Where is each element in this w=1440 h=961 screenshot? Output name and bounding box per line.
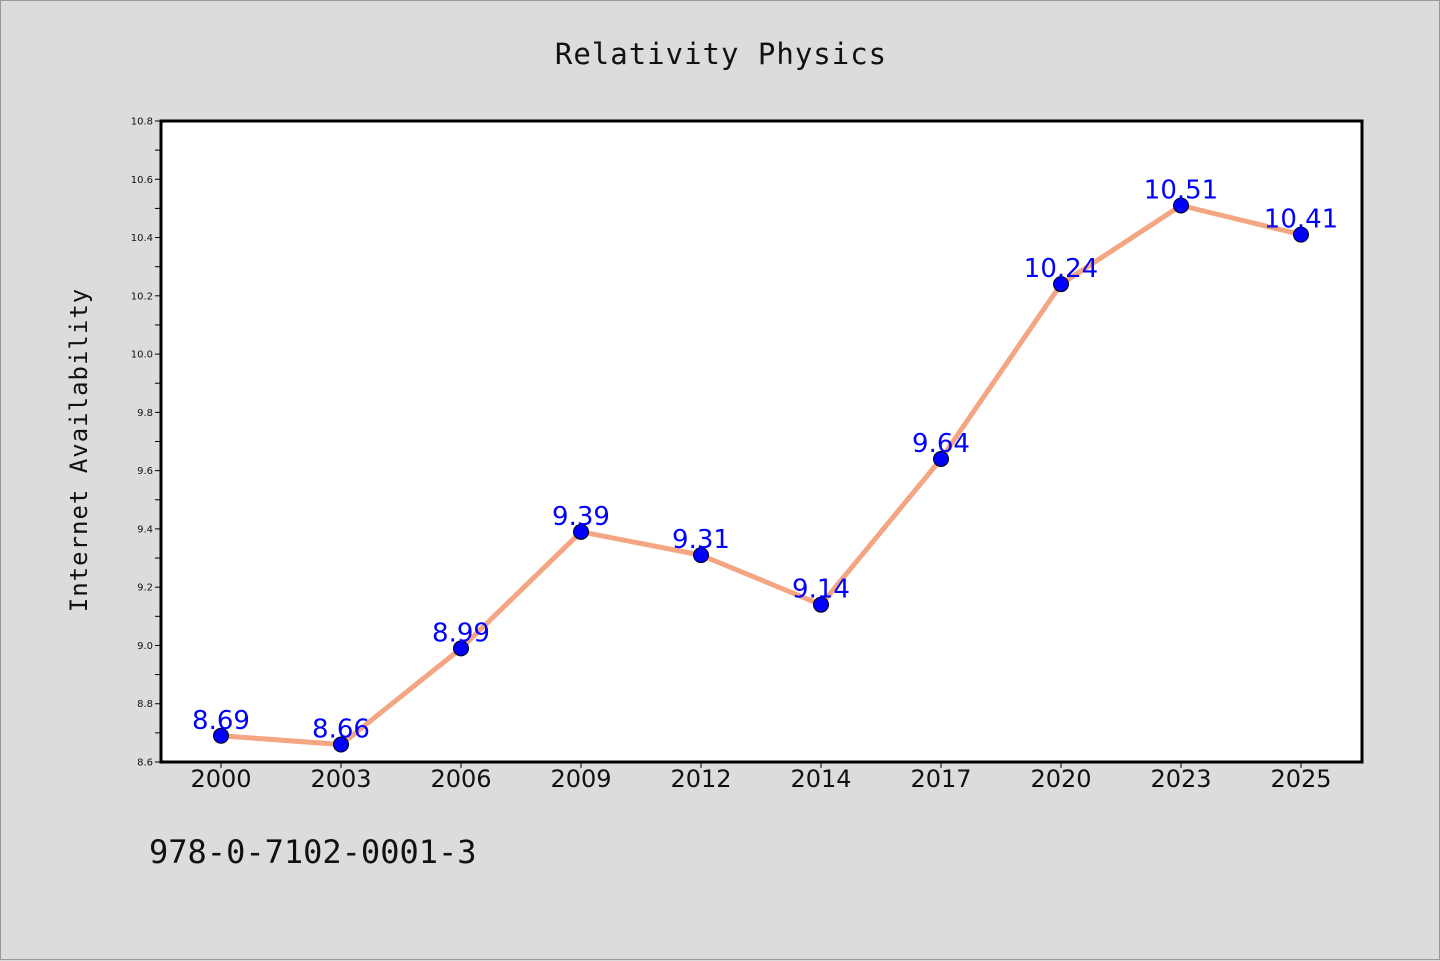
x-tick-label: 2017	[910, 765, 971, 793]
x-tick-label: 2012	[670, 765, 731, 793]
x-tick-label: 2025	[1270, 765, 1331, 793]
data-label: 8.69	[192, 706, 250, 736]
x-tick-label: 2000	[190, 765, 251, 793]
x-tick-label: 2020	[1030, 765, 1091, 793]
data-point	[1173, 197, 1189, 214]
footer-identifier: 978-0-7102-0001-3	[149, 833, 477, 871]
series-layer: 8.69 8.66 8.99 9.39 9.31 9.14 9.64 10.24 10.51 10…	[192, 175, 1338, 753]
y-tick-label: 9.2	[137, 583, 153, 594]
data-point	[693, 547, 709, 564]
y-tick-label: 8.6	[137, 758, 153, 769]
data-label: 9.64	[912, 429, 970, 459]
data-label: 8.99	[432, 618, 490, 648]
x-axis: 2000 2003 2006 2009 2012 2014 2017 2020 2023 2025	[190, 762, 1332, 793]
x-tick-label: 2023	[1150, 765, 1211, 793]
data-label: 9.39	[552, 502, 610, 532]
chart-title: Relativity Physics	[555, 37, 887, 71]
y-tick-label: 9.6	[137, 466, 153, 477]
y-tick-label: 9.4	[137, 524, 153, 535]
data-point	[573, 523, 589, 540]
y-tick-label: 10.8	[131, 117, 153, 128]
data-point	[813, 596, 829, 613]
data-label: 9.14	[792, 575, 850, 605]
data-point	[453, 640, 469, 657]
x-tick-label: 2014	[790, 765, 851, 793]
data-label: 10.51	[1144, 175, 1218, 205]
data-label: 9.31	[672, 525, 730, 555]
y-tick-label: 9.8	[137, 408, 153, 419]
data-point	[933, 450, 949, 467]
y-axis: 8.6 8.8 9.0 9.2 9.4 9.6 9.8 10.0 10.2 10.4 10.6 10.…	[131, 117, 161, 769]
y-axis-label: Internet Availability	[65, 288, 93, 612]
data-label: 10.24	[1024, 254, 1098, 284]
data-label: 10.41	[1264, 205, 1338, 235]
data-point	[1293, 226, 1309, 243]
y-tick-label: 10.4	[131, 233, 153, 244]
plot-area	[159, 119, 1364, 764]
series-line	[218, 202, 1304, 748]
y-tick-label: 10.0	[131, 350, 153, 361]
data-point	[1053, 276, 1069, 293]
data-point	[213, 727, 229, 744]
x-tick-label: 2009	[550, 765, 611, 793]
data-point	[333, 736, 349, 753]
y-tick-label: 10.2	[131, 291, 153, 302]
x-tick-label: 2006	[430, 765, 491, 793]
y-tick-label: 8.8	[137, 699, 153, 710]
y-tick-label: 10.6	[131, 175, 153, 186]
x-tick-label: 2003	[310, 765, 371, 793]
y-tick-label: 9.0	[137, 641, 153, 652]
data-label: 8.66	[312, 715, 370, 745]
